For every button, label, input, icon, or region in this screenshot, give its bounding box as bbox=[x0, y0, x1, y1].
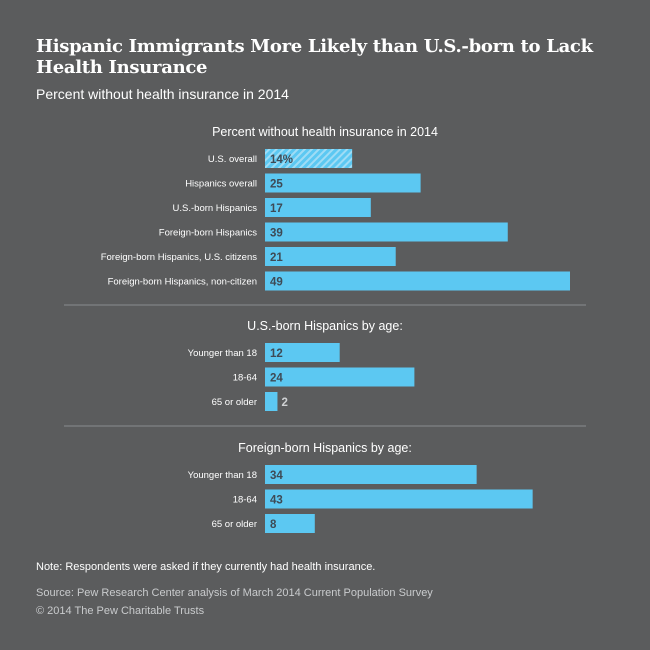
category-label: Hispanics overall bbox=[185, 179, 257, 190]
bar bbox=[265, 173, 421, 193]
chart-panel: Foreign-born Hispanics by age: Younger th… bbox=[188, 441, 533, 533]
bar bbox=[265, 343, 340, 362]
chart-title: Hispanic Immigrants More Likely than U.S… bbox=[36, 36, 593, 78]
copyright-note: © 2014 The Pew Charitable Trusts bbox=[36, 605, 205, 617]
category-label: 18-64 bbox=[233, 495, 257, 506]
panel-title: Percent without health insurance in 2014 bbox=[212, 125, 438, 139]
bar bbox=[265, 514, 315, 533]
category-label: Younger than 18 bbox=[188, 348, 257, 359]
bar-chart: Percent without health insurance in 2014… bbox=[64, 125, 586, 533]
category-label: Younger than 18 bbox=[188, 470, 257, 481]
value-label: 12 bbox=[270, 348, 283, 360]
chart-panel: Percent without health insurance in 2014… bbox=[101, 125, 570, 291]
category-label: Foreign-born Hispanics, non-citizen bbox=[108, 277, 257, 288]
value-label: 39 bbox=[270, 228, 283, 240]
category-label: 65 or older bbox=[212, 519, 257, 530]
value-label: 24 bbox=[270, 373, 283, 385]
value-label: 21 bbox=[270, 252, 283, 264]
category-label: U.S. overall bbox=[208, 154, 257, 165]
value-label: 17 bbox=[270, 203, 283, 215]
category-label: U.S.-born Hispanics bbox=[173, 203, 258, 214]
footnote: Note: Respondents were asked if they cur… bbox=[36, 561, 376, 573]
value-label: 25 bbox=[270, 179, 283, 191]
bar bbox=[265, 247, 396, 266]
value-label: 49 bbox=[270, 277, 283, 289]
chart-subtitle: Percent without health insurance in 2014 bbox=[36, 86, 289, 102]
bar bbox=[265, 222, 508, 242]
panel-title: Foreign-born Hispanics by age: bbox=[238, 441, 412, 455]
value-label: 34 bbox=[270, 470, 283, 482]
bar bbox=[265, 489, 533, 509]
value-label: 2 bbox=[281, 397, 287, 409]
bar bbox=[265, 271, 570, 291]
source-note: Source: Pew Research Center analysis of … bbox=[36, 587, 433, 599]
value-label: 8 bbox=[270, 519, 277, 531]
bar bbox=[265, 149, 353, 168]
category-label: Foreign-born Hispanics bbox=[159, 228, 257, 239]
category-label: 18-64 bbox=[233, 373, 257, 384]
chart-panel: U.S.-born Hispanics by age: Younger than … bbox=[188, 319, 415, 411]
bar bbox=[265, 465, 477, 484]
bar bbox=[265, 392, 278, 411]
value-label: 43 bbox=[270, 495, 283, 507]
category-label: 65 or older bbox=[212, 397, 257, 408]
category-label: Foreign-born Hispanics, U.S. citizens bbox=[101, 252, 258, 263]
bar bbox=[265, 367, 415, 387]
bar bbox=[265, 198, 371, 217]
panel-title: U.S.-born Hispanics by age: bbox=[247, 319, 403, 333]
value-label: 14% bbox=[270, 154, 293, 166]
